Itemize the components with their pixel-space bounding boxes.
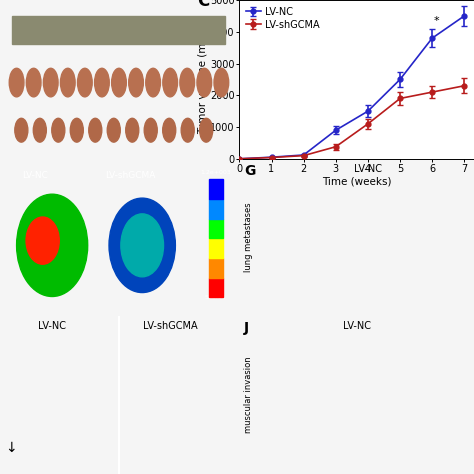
Ellipse shape [17, 194, 88, 297]
Bar [209, 258, 223, 278]
Text: LV-NC: LV-NC [38, 321, 66, 331]
Ellipse shape [52, 118, 65, 142]
Text: lung metastases: lung metastases [244, 203, 253, 272]
Ellipse shape [180, 68, 195, 97]
Ellipse shape [163, 68, 178, 97]
Bar [12, 16, 225, 45]
Ellipse shape [77, 68, 92, 97]
Text: 1.2e+003: 1.2e+003 [201, 170, 231, 174]
Ellipse shape [181, 118, 194, 142]
Ellipse shape [43, 68, 58, 97]
Text: C: C [197, 0, 210, 10]
Ellipse shape [70, 118, 83, 142]
Text: LV-NC: LV-NC [355, 164, 383, 173]
Text: 520.13: 520.13 [205, 295, 227, 301]
Ellipse shape [144, 118, 157, 142]
Ellipse shape [146, 68, 160, 97]
Ellipse shape [214, 68, 228, 97]
Ellipse shape [128, 68, 143, 97]
Text: ↓: ↓ [5, 441, 17, 455]
Ellipse shape [126, 118, 139, 142]
Ellipse shape [60, 68, 75, 97]
Text: G: G [244, 164, 255, 177]
Text: LV-shGCMA: LV-shGCMA [143, 321, 198, 331]
Ellipse shape [33, 118, 46, 142]
Text: LV-shGCMA: LV-shGCMA [105, 172, 155, 181]
Legend: LV-NC, LV-shGCMA: LV-NC, LV-shGCMA [244, 5, 321, 32]
Text: *: * [466, 0, 472, 3]
Ellipse shape [26, 217, 59, 264]
Ellipse shape [109, 198, 175, 292]
Text: LV-NC: LV-NC [343, 321, 371, 331]
Ellipse shape [94, 68, 109, 97]
Ellipse shape [89, 118, 102, 142]
Bar [209, 238, 223, 258]
Bar [209, 179, 223, 199]
Text: J: J [244, 321, 249, 335]
Ellipse shape [121, 214, 164, 277]
Ellipse shape [197, 68, 211, 97]
Bar [209, 199, 223, 219]
Text: muscular invasion: muscular invasion [244, 357, 253, 433]
Ellipse shape [200, 118, 213, 142]
Ellipse shape [9, 68, 24, 97]
Ellipse shape [27, 68, 41, 97]
Ellipse shape [107, 118, 120, 142]
Ellipse shape [163, 118, 176, 142]
Ellipse shape [112, 68, 126, 97]
Text: LV-NC: LV-NC [23, 172, 48, 181]
Text: *: * [434, 17, 439, 27]
Bar [209, 219, 223, 238]
Ellipse shape [15, 118, 28, 142]
Bar [209, 278, 223, 297]
Y-axis label: Tumor volume (mm³): Tumor volume (mm³) [197, 25, 207, 134]
X-axis label: Time (weeks): Time (weeks) [322, 176, 392, 186]
